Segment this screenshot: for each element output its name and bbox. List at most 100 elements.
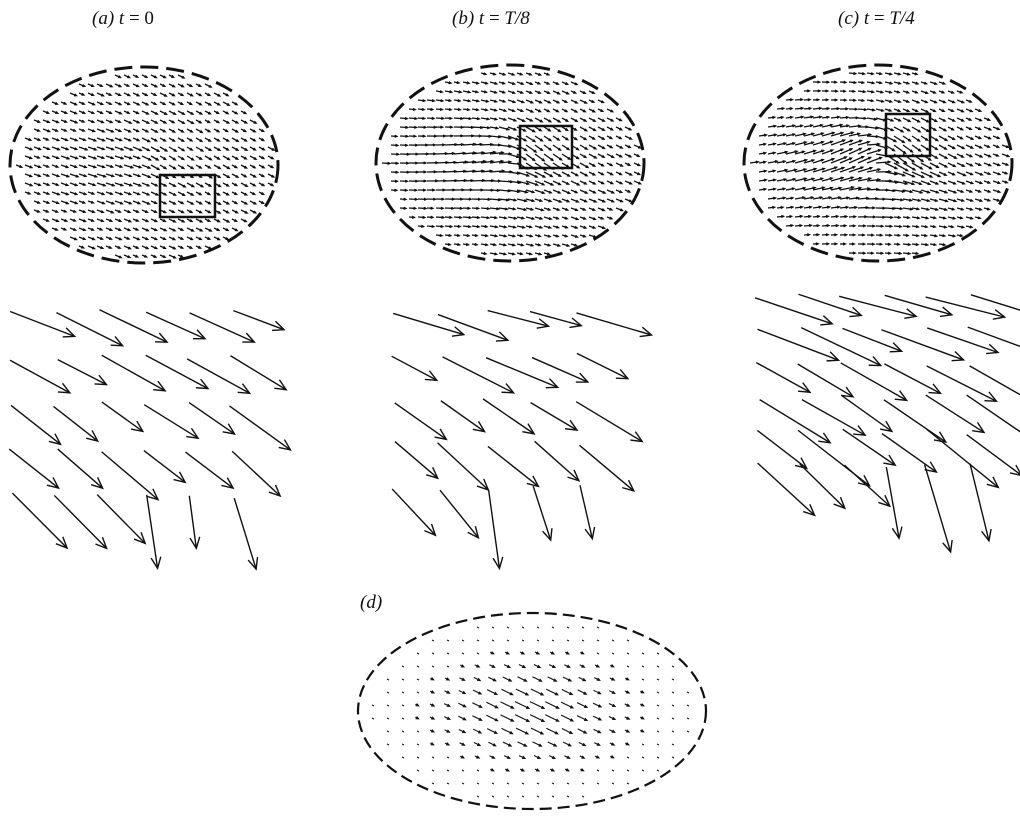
field-arrow xyxy=(543,135,553,142)
field-arrow xyxy=(947,90,955,94)
field-arrow xyxy=(195,200,203,205)
field-arrow xyxy=(592,702,603,708)
field-dot xyxy=(581,626,585,629)
field-arrow xyxy=(462,233,471,238)
field-arrow xyxy=(462,134,476,138)
field-arrow xyxy=(222,218,231,223)
field-arrow xyxy=(911,216,921,220)
field-arrow xyxy=(141,155,152,161)
field-arrow xyxy=(570,117,579,123)
field-arrow xyxy=(498,81,507,85)
field-dot xyxy=(401,678,405,681)
field-arrow xyxy=(453,99,462,103)
field-arrow xyxy=(830,242,839,246)
field-arrow xyxy=(776,178,788,182)
field-arrow xyxy=(417,197,428,201)
field-arrow xyxy=(839,124,851,128)
field-arrow xyxy=(249,146,257,151)
field-arrow xyxy=(51,200,60,205)
zoom-arrow xyxy=(883,399,948,443)
field-arrow xyxy=(417,134,427,138)
field-arrow xyxy=(830,205,841,209)
field-arrow xyxy=(426,134,438,138)
field-arrow xyxy=(911,126,922,133)
field-arrow xyxy=(803,132,816,137)
field-arrow xyxy=(114,92,122,97)
field-arrow xyxy=(857,80,866,85)
field-arrow xyxy=(150,200,158,204)
field-arrow xyxy=(33,128,41,132)
field-arrow xyxy=(606,153,615,159)
field-arrow xyxy=(543,252,551,256)
field-arrow xyxy=(435,179,448,183)
field-arrow xyxy=(69,191,79,196)
field-arrow xyxy=(920,90,930,95)
field-arrow xyxy=(785,141,797,146)
field-arrow xyxy=(543,189,553,194)
field-arrow xyxy=(947,144,957,150)
field-arrow xyxy=(426,107,435,111)
field-arrow xyxy=(561,117,570,122)
field-arrow xyxy=(444,224,454,229)
field-arrow xyxy=(132,227,140,231)
field-arrow xyxy=(186,101,194,106)
field-arrow xyxy=(195,191,203,196)
field-arrow xyxy=(430,742,435,746)
field-arrow xyxy=(516,108,525,113)
field-arrow xyxy=(785,133,797,137)
field-arrow xyxy=(204,155,213,161)
field-arrow xyxy=(33,146,42,151)
field-arrow xyxy=(965,99,973,103)
field-arrow xyxy=(132,236,141,241)
field-arrow xyxy=(60,119,68,123)
panel-c-letter: (c) xyxy=(838,8,860,29)
field-arrow xyxy=(893,72,902,76)
field-arrow xyxy=(177,227,185,231)
field-arrow xyxy=(552,180,562,186)
field-arrow xyxy=(992,126,1001,131)
field-dot xyxy=(656,756,660,759)
field-arrow xyxy=(399,116,409,121)
field-arrow xyxy=(911,72,919,76)
field-arrow xyxy=(444,690,451,694)
field-arrow xyxy=(426,197,438,201)
field-dot xyxy=(566,795,570,798)
field-arrow xyxy=(177,155,186,161)
zoom-arrow xyxy=(189,312,256,343)
field-arrow xyxy=(920,126,931,133)
field-arrow xyxy=(123,236,131,240)
field-arrow xyxy=(812,140,825,146)
field-arrow xyxy=(857,215,869,219)
field-arrow xyxy=(114,74,122,79)
field-arrow xyxy=(444,677,451,681)
field-arrow xyxy=(453,224,462,229)
field-arrow xyxy=(812,158,825,164)
field-arrow xyxy=(514,701,531,709)
field-arrow xyxy=(150,164,161,171)
zoom-arrow xyxy=(969,365,1020,396)
field-arrow xyxy=(561,216,569,220)
field-arrow xyxy=(956,225,966,229)
zoom-arrow xyxy=(966,394,1020,433)
field-arrow xyxy=(543,117,553,123)
field-arrow xyxy=(615,180,624,185)
field-arrow xyxy=(615,189,624,194)
field-arrow xyxy=(875,108,885,112)
field-arrow xyxy=(570,225,579,229)
field-arrow xyxy=(992,198,1001,202)
field-arrow xyxy=(204,191,212,196)
field-arrow xyxy=(87,173,99,178)
field-arrow xyxy=(839,139,854,146)
field-arrow xyxy=(33,173,42,178)
field-arrow xyxy=(204,146,213,152)
field-arrow xyxy=(222,92,230,97)
field-arrow xyxy=(552,99,561,104)
field-arrow xyxy=(821,98,830,102)
field-arrow xyxy=(633,171,642,176)
field-arrow xyxy=(776,214,786,219)
field-arrow xyxy=(159,137,167,142)
field-arrow xyxy=(123,218,133,223)
field-arrow xyxy=(624,135,633,140)
field-dot xyxy=(641,652,645,655)
field-arrow xyxy=(480,72,488,76)
